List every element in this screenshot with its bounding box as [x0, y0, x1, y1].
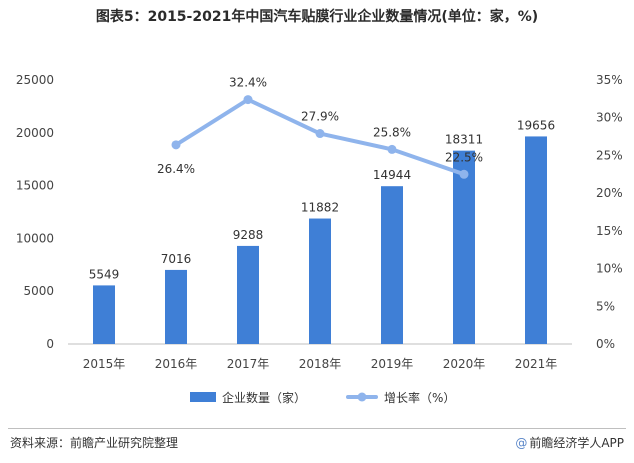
right-axis-tick-label: 20%: [596, 186, 623, 200]
legend-swatch-bar: [190, 392, 216, 402]
at-icon: @: [515, 436, 528, 450]
growth-rate-label: 26.4%: [157, 162, 195, 176]
x-axis-tick-label: 2021年: [515, 357, 558, 371]
bar: [165, 269, 187, 344]
growth-rate-label: 25.8%: [373, 125, 411, 139]
chart-title: 图表5：2015-2021年中国汽车贴膜行业企业数量情况(单位：家，%): [95, 9, 539, 25]
right-axis-tick-label: 10%: [596, 262, 623, 276]
x-axis-tick-label: 2017年: [227, 357, 270, 371]
bar: [237, 245, 259, 344]
bar: [453, 150, 475, 344]
bar-value-label: 11882: [301, 201, 339, 215]
growth-rate-point: [459, 169, 469, 179]
legend-swatch-point: [357, 392, 367, 402]
growth-rate-point: [315, 129, 325, 139]
growth-rate-label: 22.5%: [445, 150, 483, 164]
bar: [381, 186, 403, 344]
bar-value-label: 14944: [373, 168, 411, 182]
right-axis-tick-label: 5%: [596, 299, 615, 313]
left-axis-tick-label: 0: [46, 337, 54, 351]
bar: [525, 136, 547, 344]
bar: [93, 285, 115, 344]
brand-credit: @ 前瞻经济学人APP: [515, 434, 624, 451]
brand-name: 前瞻经济学人APP: [529, 436, 624, 450]
legend-label-line: 增长率（%）: [384, 390, 455, 405]
left-axis-tick-label: 15000: [16, 179, 54, 193]
bar-value-label: 18311: [445, 133, 483, 147]
x-axis-tick-label: 2018年: [299, 357, 342, 371]
bar-value-label: 9288: [233, 228, 264, 242]
bar-value-label: 7016: [161, 252, 192, 266]
growth-rate-point: [387, 144, 397, 154]
chart: 0 5000 10000 15000 20000 25000 0% 5% 10% 15% 20% 25…: [16, 73, 623, 405]
left-axis-tick-label: 20000: [16, 126, 54, 140]
growth-rate-point: [243, 95, 253, 105]
left-axis-tick-label: 5000: [23, 284, 54, 298]
right-axis-tick-label: 35%: [596, 73, 623, 87]
left-axis-tick-label: 10000: [16, 231, 54, 245]
x-axis-tick-label: 2020年: [443, 357, 486, 371]
right-axis-tick-label: 0%: [596, 337, 615, 351]
growth-rate-label: 27.9%: [301, 110, 339, 124]
x-axis-tick-label: 2016年: [155, 357, 198, 371]
x-axis-tick-label: 2015年: [83, 357, 126, 371]
legend-label-bar: 企业数量（家）: [222, 390, 306, 405]
right-axis-tick-label: 25%: [596, 148, 623, 162]
footer-divider: [8, 428, 626, 429]
source-note: 资料来源：前瞻产业研究院整理: [10, 436, 179, 450]
left-axis-tick-label: 25000: [16, 73, 54, 87]
right-axis-tick-label: 30%: [596, 111, 623, 125]
bar: [309, 218, 331, 344]
bar-value-label: 5549: [89, 267, 120, 281]
growth-rate-label: 32.4%: [229, 76, 267, 90]
x-axis-tick-label: 2019年: [371, 357, 414, 371]
right-axis-tick-label: 15%: [596, 224, 623, 238]
bar-value-label: 19656: [517, 118, 555, 132]
growth-rate-point: [171, 140, 181, 150]
